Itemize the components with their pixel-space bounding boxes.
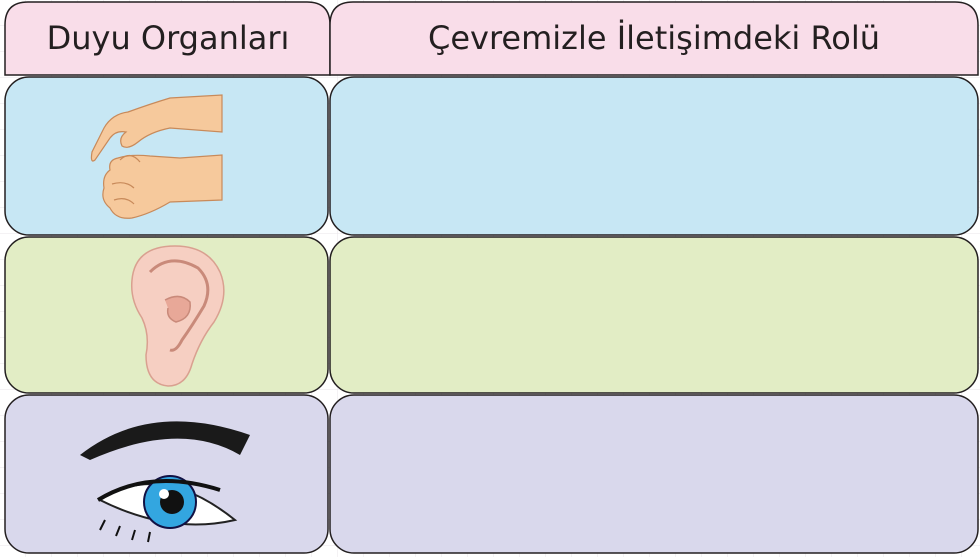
hand-illustration xyxy=(90,94,223,219)
role-cell xyxy=(329,76,979,236)
header-text: Duyu Organları xyxy=(47,19,290,57)
eye-illustration xyxy=(80,421,250,543)
header-cell xyxy=(329,1,979,76)
header-text: Çevremizle İletişimdeki Rolü xyxy=(428,19,880,57)
organ-cell xyxy=(4,394,329,554)
role-cell xyxy=(329,394,979,554)
ear-illustration xyxy=(130,245,225,387)
role-cell xyxy=(329,236,979,394)
organ-cell xyxy=(4,76,329,236)
